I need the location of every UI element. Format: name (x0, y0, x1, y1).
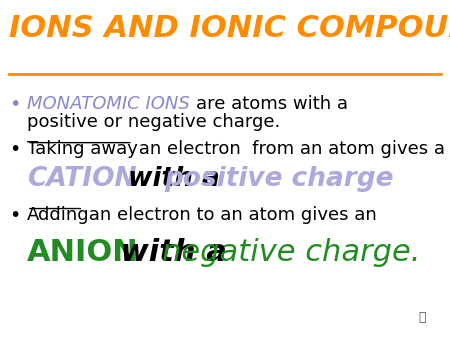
Text: with a: with a (119, 166, 229, 192)
Text: •: • (9, 206, 20, 225)
Text: CATION: CATION (27, 166, 137, 192)
Text: •: • (9, 140, 20, 159)
Text: 🔊: 🔊 (418, 312, 426, 324)
Text: an electron to an atom gives an: an electron to an atom gives an (83, 206, 377, 224)
Text: are atoms with a: are atoms with a (196, 95, 348, 113)
Text: MONATOMIC IONS: MONATOMIC IONS (27, 95, 190, 113)
Text: IONS AND IONIC COMPOUNDS: IONS AND IONIC COMPOUNDS (9, 14, 450, 43)
Text: negative charge.: negative charge. (162, 238, 420, 267)
Text: an electron  from an atom gives a: an electron from an atom gives a (133, 140, 445, 158)
Text: Adding: Adding (27, 206, 90, 224)
Text: positive or negative charge.: positive or negative charge. (27, 113, 280, 131)
Text: •: • (9, 95, 20, 114)
Text: ANION: ANION (27, 238, 139, 267)
Text: with a: with a (110, 238, 238, 267)
Text: positive charge: positive charge (164, 166, 394, 192)
Text: Taking away: Taking away (27, 140, 138, 158)
